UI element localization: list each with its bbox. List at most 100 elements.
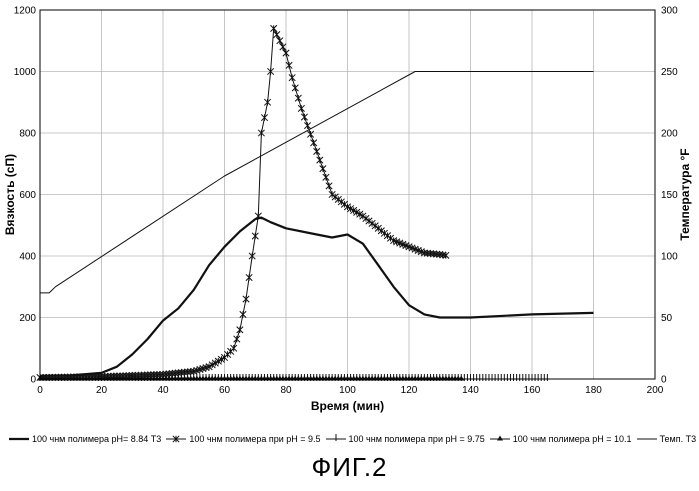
data-point-plus [539,374,544,381]
legend-item: 100 чнм полимера при рН = 9.5 [165,434,321,444]
legend-item: 100 чнм полимера рН= 8.84 Т3 [8,434,161,444]
data-point-star [239,310,247,318]
data-point-triangle [496,435,503,441]
data-point-star [282,49,290,57]
data-point-plus [530,374,534,381]
x-tick-labels: 0 20 40 60 80 100 120 140 160 180 200 [37,385,664,396]
data-point-plus [465,374,470,381]
data-point-star [307,130,315,138]
data-point-star [230,344,238,352]
data-point-plus [333,434,338,441]
series-layer [36,24,594,382]
data-point-star [310,139,318,147]
data-point-plus [496,374,501,381]
figure-label: ФИГ.2 [311,452,388,482]
data-point-plus [517,374,522,381]
data-point-star [273,31,281,39]
y2-axis-title: Температура °F [678,148,692,240]
legend-item: 100 чнм полимера при рН = 9.75 [325,434,485,444]
legend-label: 100 чнм полимера рН= 8.84 Т3 [32,434,162,444]
data-point-plus [514,374,519,381]
series-line-4 [40,71,594,294]
data-point-plus [523,374,528,381]
data-point-plus [477,374,482,381]
data-point-plus [490,374,495,381]
y-tick-label: 1000 [14,67,37,78]
x-axis-title: Время (мин) [311,399,384,413]
data-point-star [248,252,256,260]
legend-label: 100 чнм полимера рН = 10.1 [512,434,632,444]
data-point-star [172,435,180,443]
data-point-star [303,122,312,130]
series-4 [40,71,594,294]
y-tick-label: 1200 [14,6,37,17]
data-point-plus [508,374,513,381]
data-point-star [291,84,299,92]
legend-swatch [636,438,657,440]
y2-tick-label: 300 [661,6,678,17]
grid-lines [39,9,656,380]
data-point-plus [511,374,516,381]
series-0 [39,216,594,377]
series-line-1 [39,27,446,378]
data-point-plus [542,374,547,381]
series-3 [37,375,465,381]
data-point-star [251,232,259,240]
data-point-star [245,273,253,282]
legend-swatch [325,434,346,441]
data-point-star [260,114,269,122]
data-point-star [276,37,284,45]
data-point-star [279,43,287,51]
data-point-star [242,295,250,303]
data-point-star [263,98,272,106]
x-tick-label: 40 [157,385,169,396]
x-tick-label: 80 [280,385,292,396]
data-point-star [319,165,327,173]
x-tick-label: 60 [219,385,231,396]
data-point-star [267,67,275,76]
data-point-star [257,129,265,137]
y-tick-labels: 0 200 400 600 800 1000 1200 [14,6,37,386]
y2-tick-label: 0 [661,375,667,386]
y-tick-label: 800 [19,129,36,140]
data-point-plus [480,374,485,381]
data-point-plus [520,374,525,381]
data-point-plus [505,374,510,381]
data-point-star [288,74,296,82]
y-tick-label: 200 [19,313,36,324]
y2-tick-label: 100 [661,252,678,263]
data-point-star [236,326,244,334]
y-tick-label: 600 [19,190,36,201]
data-point-plus [499,374,504,381]
x-tick-label: 200 [647,385,664,396]
data-point-star [294,94,302,102]
y-tick-label: 400 [19,252,36,263]
data-point-star [233,335,241,343]
data-point-star [285,61,293,69]
data-point-plus [493,374,498,381]
legend-swatch [166,435,187,443]
x-tick-label: 180 [585,385,602,396]
y2-tick-label: 250 [661,67,678,78]
data-point-plus [502,374,507,381]
data-point-plus [468,374,473,381]
data-point-star [300,113,309,121]
data-point-plus [474,374,479,381]
data-point-star [325,182,333,190]
legend-swatch [489,435,510,441]
data-point-plus [526,374,531,381]
legend-swatch [9,437,29,441]
data-point-plus [483,374,488,381]
x-tick-label: 160 [524,385,541,396]
legend-label: 100 чнм полимера при рН = 9.5 [189,434,321,444]
x-tick-label: 120 [401,385,418,396]
data-point-plus [533,374,538,381]
data-point-plus [536,374,541,381]
data-point-plus [545,374,550,381]
legend-item: 100 чнм полимера рН = 10.1 [489,434,632,444]
y-axis-title: Вязкость (сП) [3,154,17,235]
legend: 100 чнм полимера рН= 8.84 Т3 100 чнм поли… [8,431,698,447]
data-point-star [254,212,262,220]
series-line-0 [39,216,594,377]
legend-label: 100 чнм полимера при рН = 9.75 [348,434,485,444]
